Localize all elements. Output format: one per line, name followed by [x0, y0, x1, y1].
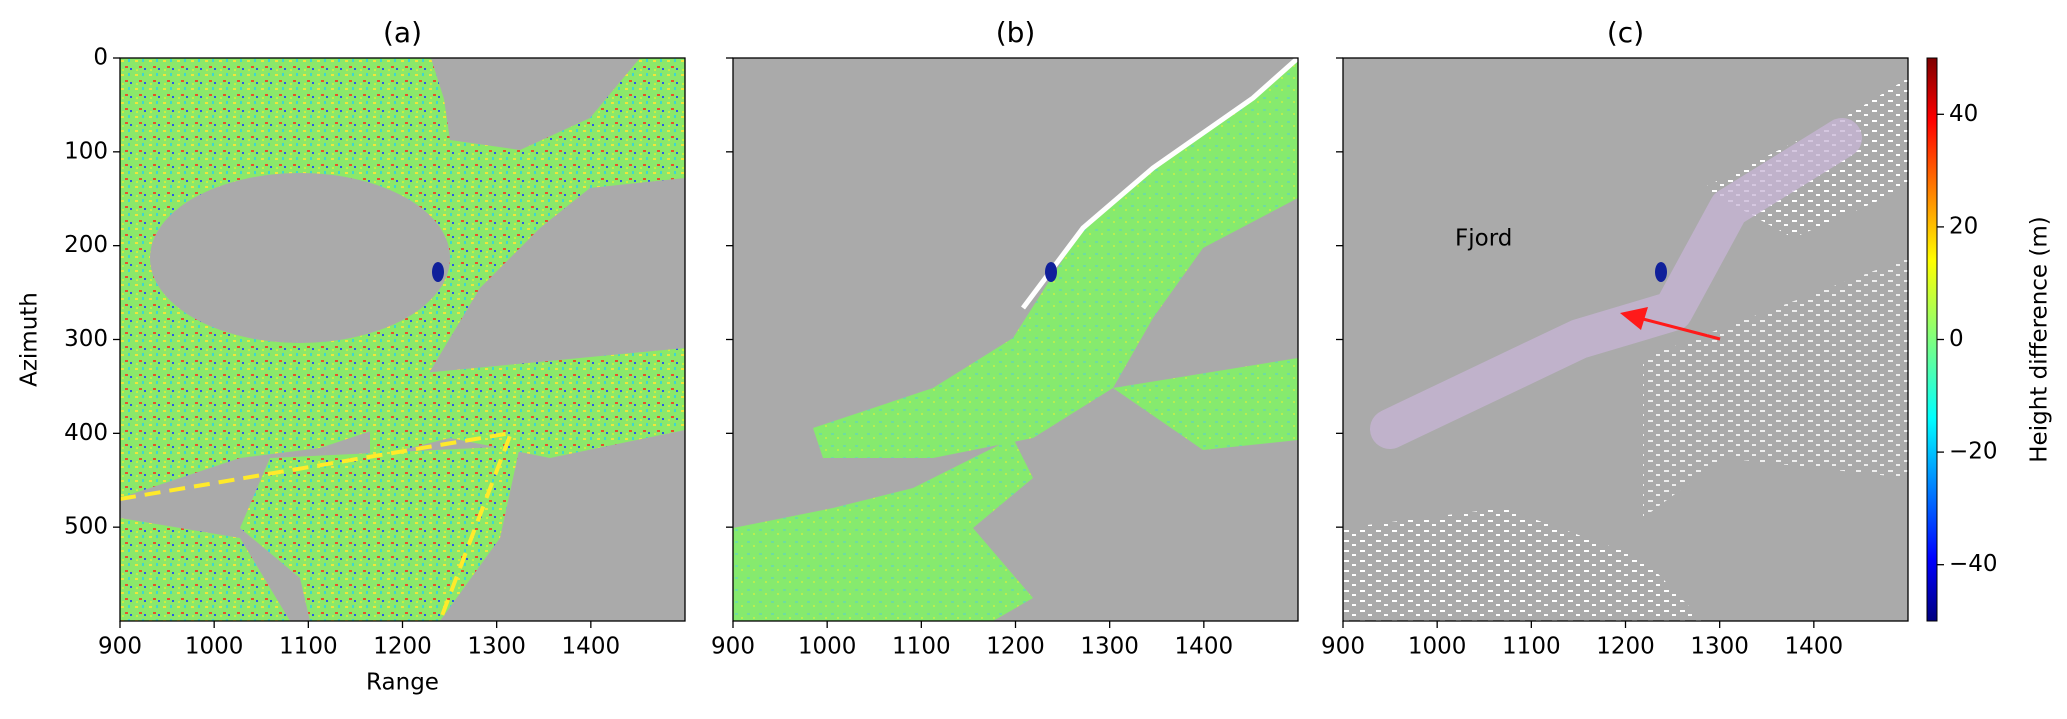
x-axis-label: Range	[366, 670, 439, 696]
x-tick-label: 1100	[892, 634, 951, 660]
y-tick-label: 200	[64, 232, 108, 258]
x-tick-label: 1300	[467, 634, 526, 660]
panel-title: (a)	[383, 16, 422, 49]
x-tick-label: 900	[711, 634, 755, 660]
y-axis-label: Azimuth	[17, 292, 43, 387]
x-tick-label: 1300	[1690, 634, 1749, 660]
image-b	[733, 58, 1298, 621]
x-tick-label: 1400	[1785, 634, 1844, 660]
x-tick-label: 1100	[279, 634, 338, 660]
y-tick-label: 0	[93, 45, 108, 71]
x-tick-label: 1200	[986, 634, 1045, 660]
image-c: Fjord	[1343, 58, 1908, 621]
y-tick-label: 300	[64, 326, 108, 352]
colorbar-tick-label: 20	[1949, 213, 1978, 239]
image-a	[120, 58, 685, 621]
colorbar-tick-label: 0	[1949, 326, 1964, 352]
x-tick-label: 1400	[562, 634, 621, 660]
colorbar-tick-label: −40	[1949, 551, 1998, 577]
x-tick-label: 1300	[1080, 634, 1139, 660]
x-tick-label: 900	[1321, 634, 1365, 660]
x-tick-label: 1000	[1408, 634, 1467, 660]
y-tick-label: 500	[64, 514, 108, 540]
x-tick-label: 1100	[1502, 634, 1561, 660]
y-tick-label: 400	[64, 420, 108, 446]
colorbar	[1926, 57, 1938, 622]
x-tick-label: 1000	[185, 634, 244, 660]
x-tick-label: 1000	[798, 634, 857, 660]
colorbar-label: Height difference (m)	[2027, 216, 2053, 462]
x-tick-label: 1200	[1596, 634, 1655, 660]
x-tick-label: 900	[98, 634, 142, 660]
colorbar-tick-label: 40	[1949, 101, 1978, 127]
x-tick-label: 1200	[373, 634, 432, 660]
panel-title: (b)	[996, 16, 1036, 49]
panel-title: (c)	[1607, 16, 1644, 49]
annotation: Fjord	[1455, 226, 1512, 252]
y-tick-label: 100	[64, 138, 108, 164]
x-tick-label: 1400	[1175, 634, 1234, 660]
colorbar-tick-label: −20	[1949, 439, 1998, 465]
